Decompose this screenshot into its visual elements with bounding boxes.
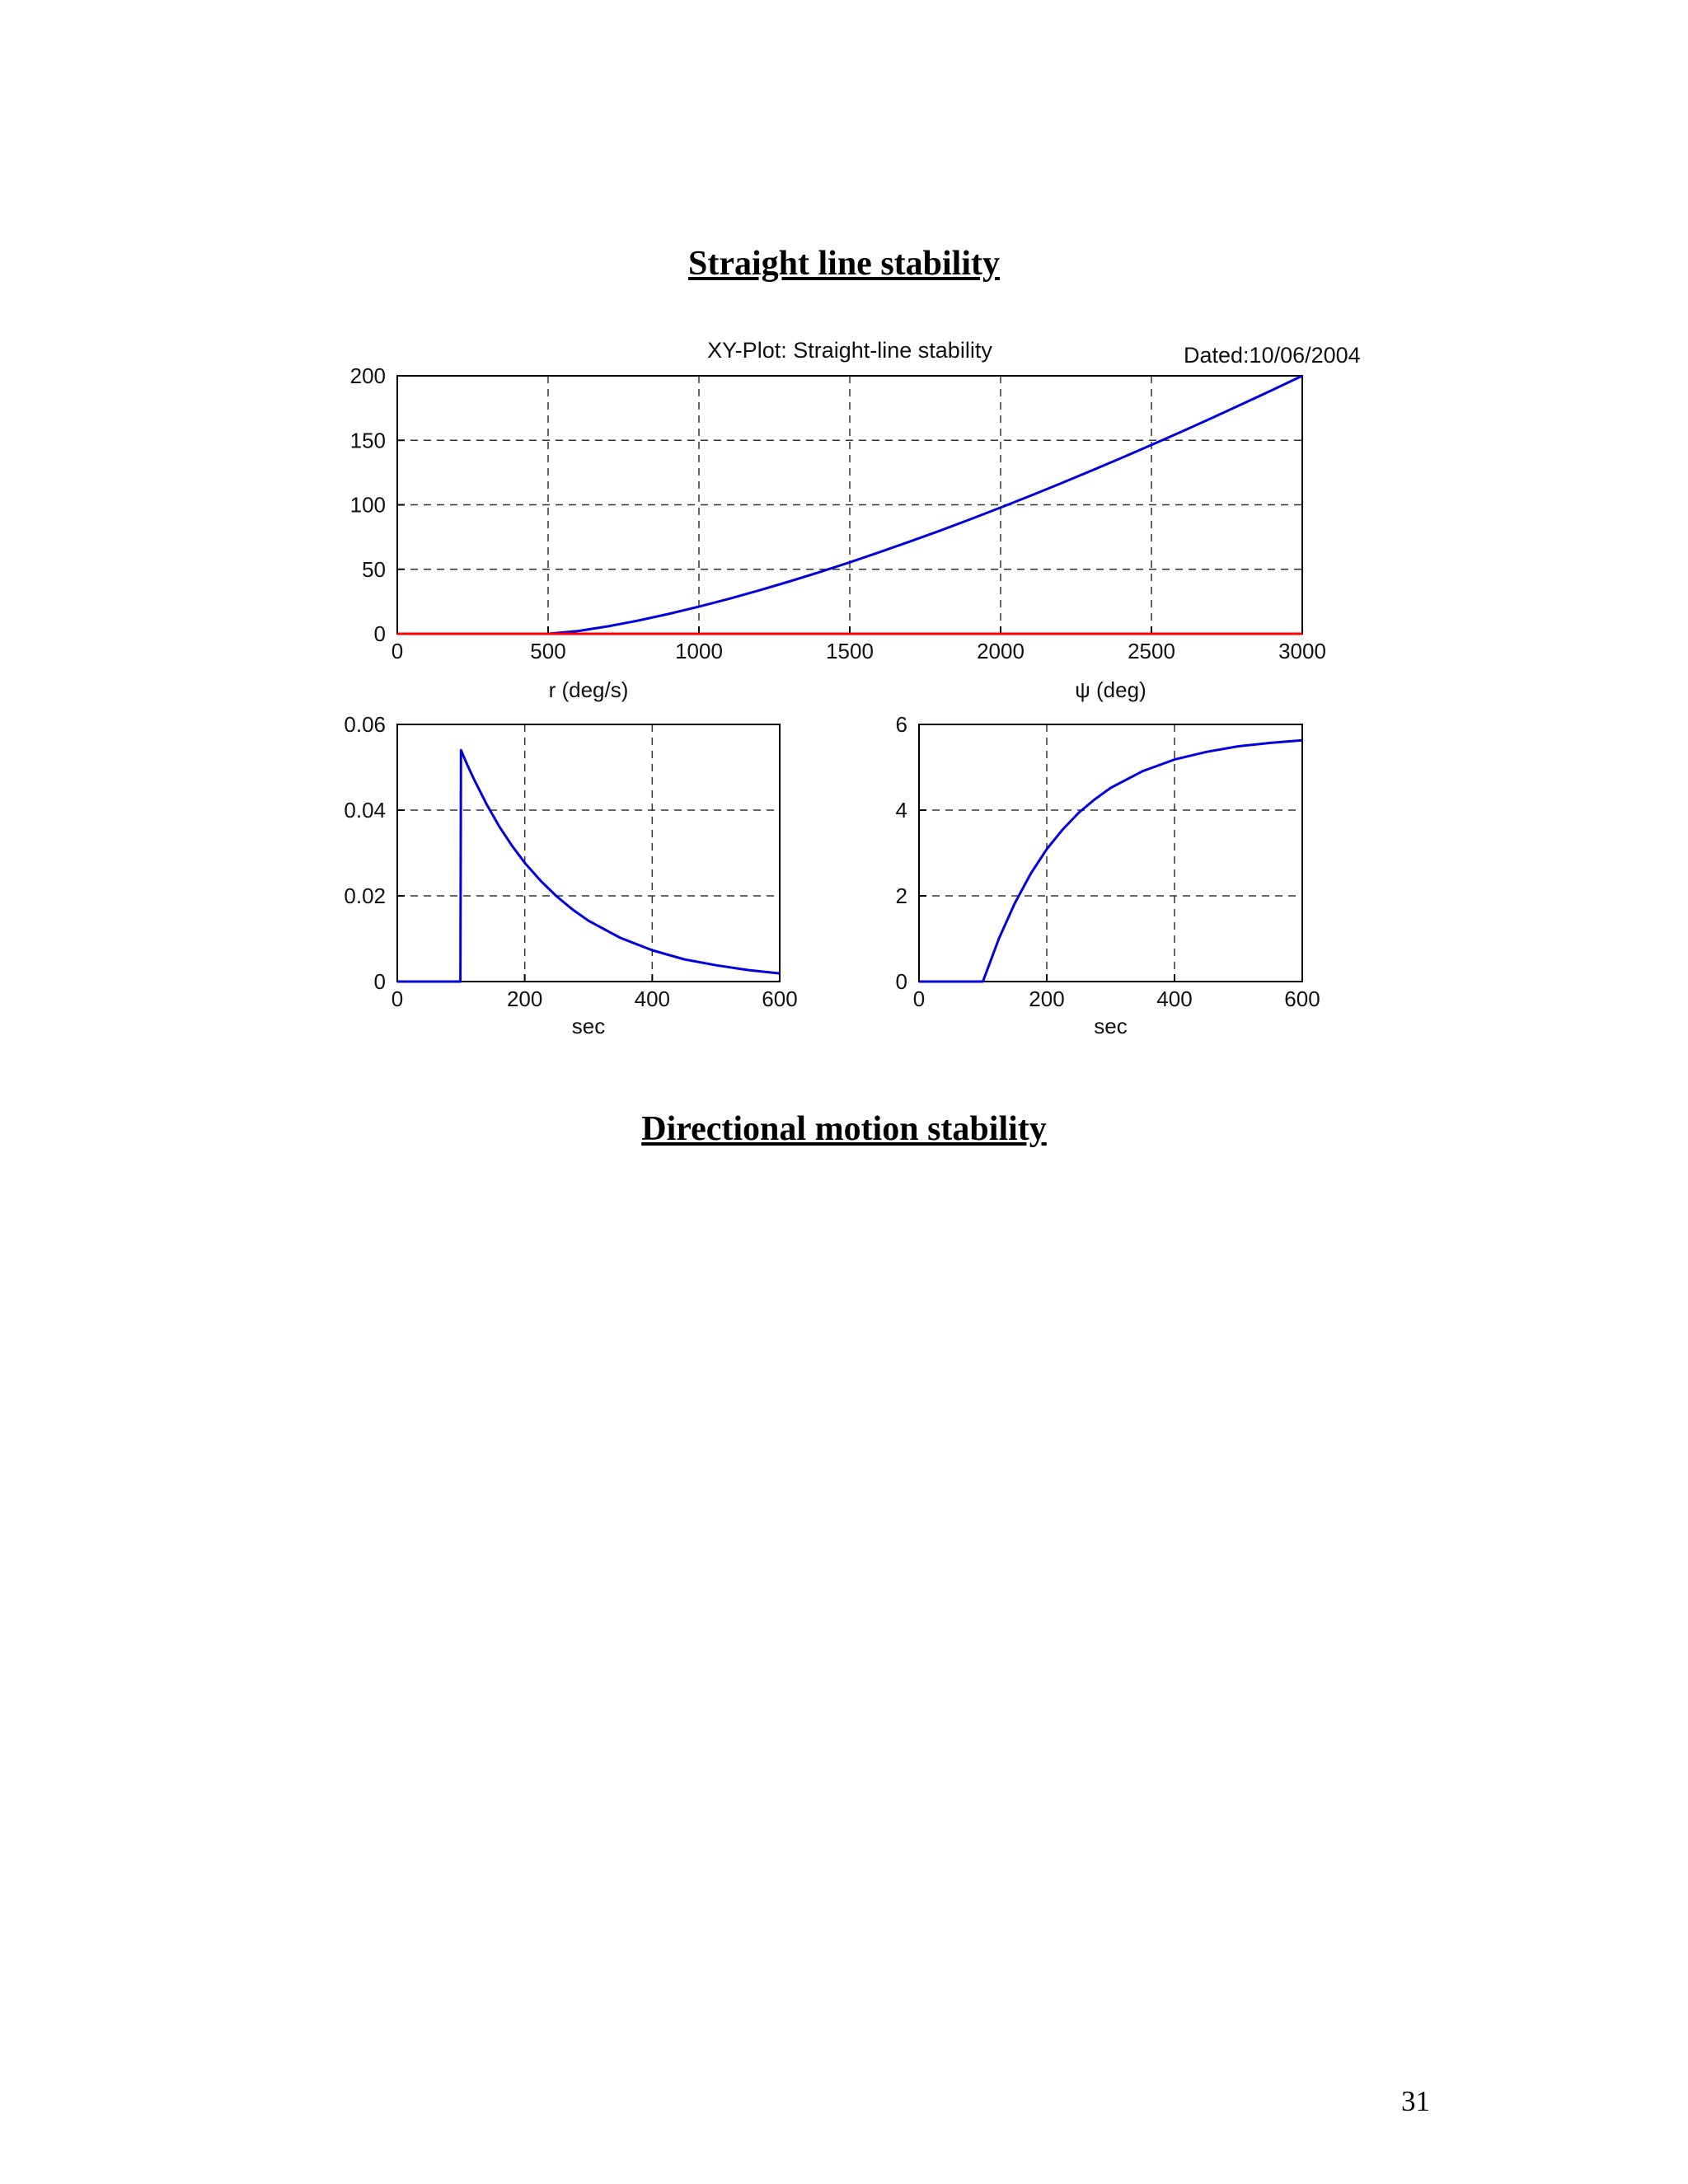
svg-text:100: 100: [350, 493, 386, 518]
svg-text:600: 600: [1284, 987, 1320, 1011]
r-chart-xlabel: sec: [571, 1014, 606, 1038]
svg-text:3000: 3000: [1278, 639, 1326, 663]
psi-chart-xlabel: sec: [1094, 1014, 1128, 1038]
svg-text:1000: 1000: [675, 639, 723, 663]
svg-text:200: 200: [507, 987, 542, 1011]
svg-text:400: 400: [635, 987, 670, 1011]
svg-text:50: 50: [362, 557, 386, 582]
svg-text:0: 0: [374, 969, 386, 994]
main-chart: 0 500 1000 1500 2000 2500 3000 0 50 100 150 200: [350, 366, 1326, 663]
svg-text:4: 4: [896, 798, 907, 823]
svg-text:0.06: 0.06: [344, 715, 386, 737]
page-number: 31: [1401, 2085, 1430, 2117]
svg-text:600: 600: [762, 987, 797, 1011]
svg-text:0.04: 0.04: [344, 798, 386, 823]
psi-chart-title: ψ (deg): [1075, 677, 1146, 702]
svg-text:2: 2: [896, 883, 907, 908]
section-heading-directional-motion-stability: Directional motion stability: [641, 1110, 1047, 1148]
svg-text:200: 200: [1029, 987, 1064, 1011]
svg-text:0: 0: [392, 639, 403, 663]
r-chart-title: r (deg/s): [548, 677, 629, 702]
date-label: Dated:10/06/2004: [1184, 343, 1361, 368]
svg-text:500: 500: [530, 639, 565, 663]
svg-text:0.02: 0.02: [344, 883, 386, 908]
svg-text:400: 400: [1156, 987, 1192, 1011]
svg-text:0: 0: [392, 987, 403, 1011]
heading-angle-chart: 0 200 400 600 0 2 4 6: [896, 715, 1320, 1011]
yaw-rate-chart: 0 200 400 600 0 0.02 0.04 0.06: [344, 715, 797, 1011]
svg-text:200: 200: [350, 366, 386, 388]
main-chart-title: XY-Plot: Straight-line stability: [707, 338, 992, 363]
svg-text:2000: 2000: [977, 639, 1025, 663]
svg-text:150: 150: [350, 428, 386, 452]
svg-text:6: 6: [896, 715, 907, 737]
section-heading-straight-line-stability: Straight line stability: [687, 245, 1001, 283]
svg-text:2500: 2500: [1128, 639, 1175, 663]
svg-text:0: 0: [374, 621, 386, 646]
svg-text:0: 0: [913, 987, 925, 1011]
svg-text:1500: 1500: [826, 639, 874, 663]
svg-text:0: 0: [896, 969, 907, 994]
